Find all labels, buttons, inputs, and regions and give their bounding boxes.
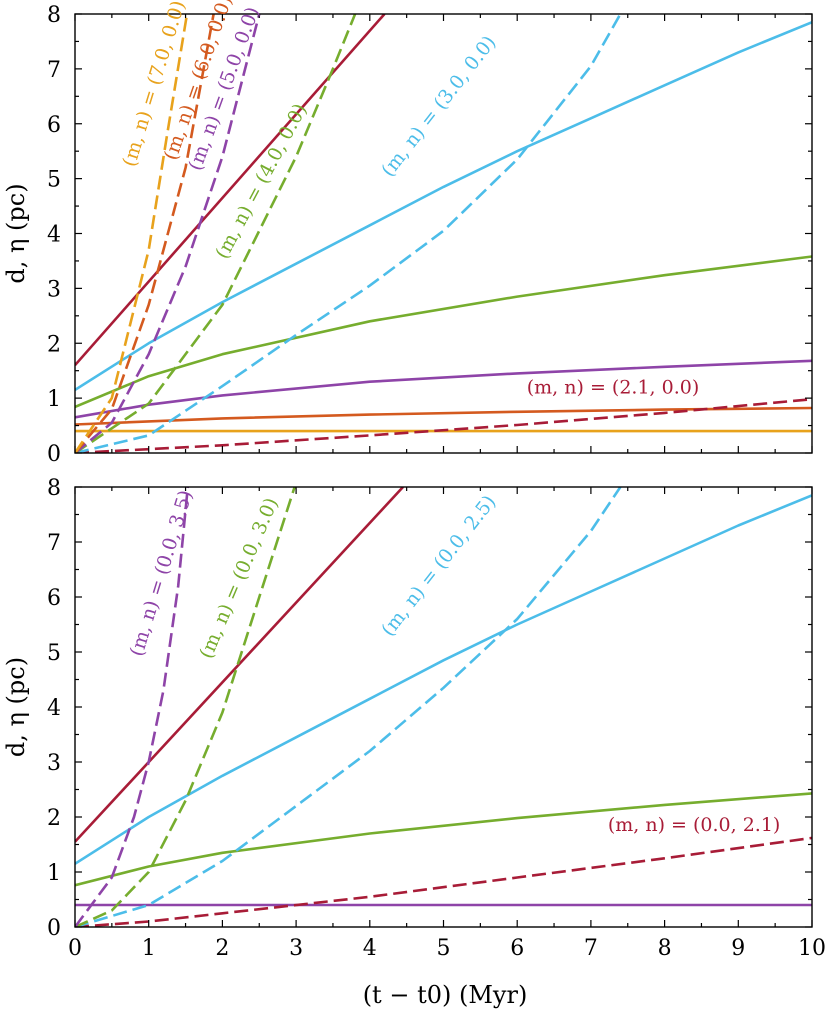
y-tick-label: 7 (47, 58, 61, 83)
y-axis-label: d, η (pc) (2, 657, 30, 757)
x-tick-label: 1 (142, 936, 156, 961)
solid-series-4 (75, 20, 812, 391)
y-tick-label: 8 (47, 3, 61, 28)
y-tick-label: 5 (47, 641, 61, 666)
series-group (75, 14, 812, 453)
x-tick-label: 0 (68, 936, 82, 961)
solid-series-1 (75, 406, 812, 426)
solid-series-5 (75, 14, 386, 367)
solid-series-3 (75, 255, 812, 409)
y-tick-label: 4 (47, 696, 61, 721)
dashed-series-6 (75, 397, 812, 453)
dashed-series-7 (75, 487, 190, 927)
series-annotation: (m, n) = (0.0, 2.1) (608, 814, 781, 836)
y-tick-label: 2 (47, 332, 61, 357)
bottom-panel: 0 1 2 3 4 5 6 7 8 9 10 0 1 2 3 4 5 6 7 8 d, η (pc) (m, n) = (… (2, 476, 826, 961)
y-tick-label: 5 (47, 168, 61, 193)
dashed-series-6 (75, 487, 296, 927)
y-tick-label: 1 (47, 861, 61, 886)
series-annotation: (m, n) = (4.0, 0.0) (211, 100, 311, 263)
y-tick-label: 0 (47, 916, 61, 941)
x-tick-label: 6 (510, 936, 524, 961)
y-tick-label: 8 (47, 476, 61, 501)
dashed-series-11 (75, 14, 189, 453)
series-annotation: (m, n) = (0.0, 3.0) (195, 494, 283, 661)
x-axis-label: (t − t0) (Myr) (363, 981, 528, 1009)
x-tick-label: 8 (658, 936, 672, 961)
dashed-series-8 (75, 14, 357, 453)
y-tick-label: 2 (47, 806, 61, 831)
x-tick-label: 10 (798, 936, 826, 961)
y-axis-label: d, η (pc) (2, 183, 30, 283)
y-tick-label: 7 (47, 531, 61, 556)
x-tick-label: 7 (584, 936, 598, 961)
x-tick-label: 4 (363, 936, 377, 961)
y-tick-label: 0 (47, 442, 61, 467)
x-tick-label: 3 (289, 936, 303, 961)
y-tick-label: 3 (47, 751, 61, 776)
dashed-series-10 (75, 14, 215, 453)
dashed-series-5 (75, 487, 622, 927)
series-annotation: (m, n) = (3.0, 0.0) (377, 32, 501, 181)
series-annotation: (m, n) = (0.0, 3.5) (126, 488, 197, 659)
top-panel: 0 1 2 3 4 5 6 7 8 d, η (pc) (m, n) = (2.1, 0.0) (m,… (2, 0, 813, 467)
y-tick-label: 3 (47, 277, 61, 302)
series-annotation: (m, n) = (2.1, 0.0) (527, 377, 700, 399)
y-tick-label: 4 (47, 223, 61, 248)
dashed-series-9 (75, 14, 261, 453)
y-tick-label: 6 (47, 113, 61, 138)
solid-series-2 (75, 494, 812, 865)
x-tick-label: 9 (731, 936, 745, 961)
dashed-series-7 (75, 14, 622, 453)
y-tick-label: 1 (47, 387, 61, 412)
x-tick-label: 5 (437, 936, 451, 961)
series-annotation: (m, n) = (0.0, 2.5) (377, 491, 501, 640)
solid-series-1 (75, 792, 812, 887)
x-tick-label: 2 (215, 936, 229, 961)
y-tick-label: 6 (47, 586, 61, 611)
